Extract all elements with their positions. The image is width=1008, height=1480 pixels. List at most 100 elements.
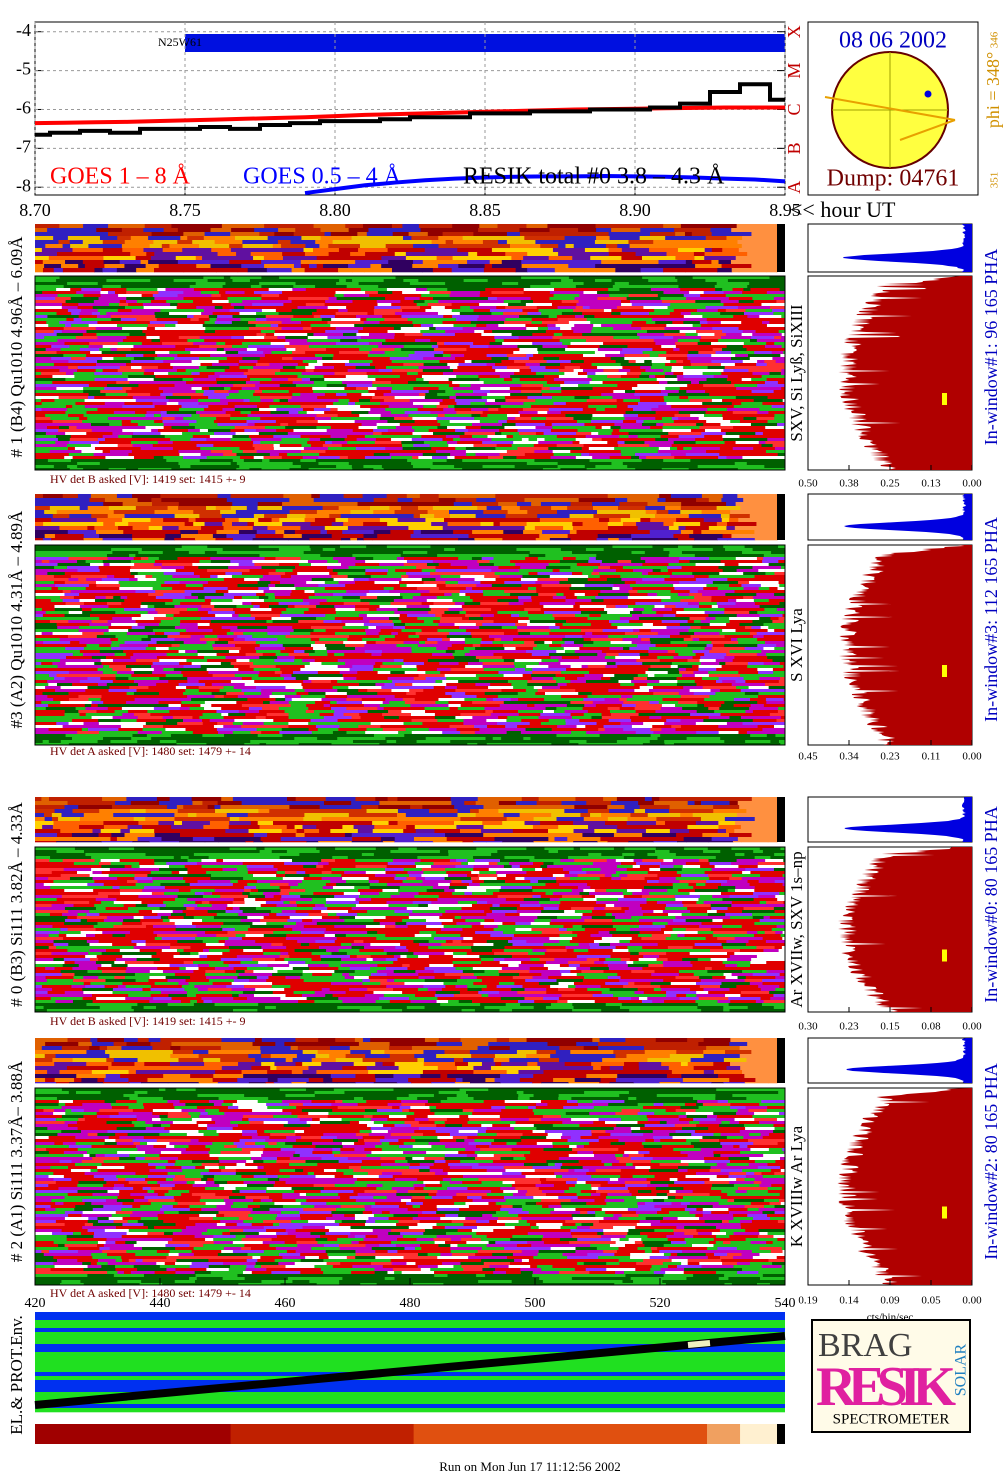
spectrum-cell [57, 563, 91, 567]
spectrum-cell [766, 291, 786, 295]
spectrum-cell [339, 545, 347, 549]
spectrum-cell [770, 617, 780, 621]
spectrum-cell [216, 417, 231, 421]
spectrum-cell [532, 342, 563, 346]
spectrum-cell [86, 354, 93, 358]
spectrum-cell [107, 453, 129, 457]
spectrum-cell [498, 240, 508, 245]
spectrum-cell [777, 587, 786, 591]
spectrum-cell [237, 626, 268, 630]
spectrum-cell [400, 306, 421, 310]
spectrum-cell [567, 345, 601, 349]
spectrum-cell [656, 423, 664, 427]
spectrum-cell [295, 587, 326, 591]
spectrum-cell [765, 441, 786, 445]
spectrum-cell [244, 291, 255, 295]
spectrum-cell [597, 653, 607, 657]
spectrum-cell [182, 378, 194, 382]
spectrum-cell [638, 414, 654, 418]
spectrum-cell [415, 288, 428, 292]
spectrum-cell [377, 303, 392, 307]
spectrum-cell [230, 248, 250, 253]
spectrum-cell [729, 620, 753, 624]
spectrum-cell [484, 575, 501, 579]
spectrum-cell [200, 447, 218, 451]
spectrum-cell [96, 228, 123, 233]
spectrum-cell [738, 563, 770, 567]
spectrum-cell [425, 518, 445, 523]
spectrum-cell [731, 534, 749, 539]
spectrum-cell [144, 224, 172, 229]
spectrum-cell [347, 638, 363, 642]
spectrum-cell [234, 236, 269, 241]
spectrum-cell [281, 327, 304, 331]
spectrum-cell [35, 363, 55, 367]
spectrum-cell [67, 447, 76, 451]
spectrum-cell [82, 333, 97, 337]
spectrum-cell [268, 288, 293, 292]
spectrum-cell [217, 635, 238, 639]
spectrum-cell [135, 545, 149, 549]
spectrum-cell [329, 514, 342, 519]
spectrum-cell [504, 647, 517, 651]
phi-bottom: 351 [989, 172, 1001, 189]
spectrum-cell [458, 557, 473, 561]
spectrum-cell [121, 244, 151, 249]
spectrum-cell [504, 288, 525, 292]
spectrum-cell [585, 545, 613, 549]
spectrum-cell [405, 256, 438, 261]
spectrum-cell [191, 252, 210, 257]
spectrum-cell [185, 650, 198, 654]
spectrum-cell [499, 453, 526, 457]
spectrum-cell [760, 626, 769, 630]
spectrum-cell [532, 381, 548, 385]
spectrum-cell [550, 456, 577, 460]
spectrum-cell [680, 506, 701, 511]
spectrum-cell [534, 435, 558, 439]
spectrum-cell [700, 620, 711, 624]
spectrum-cell [153, 414, 162, 418]
spectrum-cell [561, 300, 580, 304]
spectrum-cell [87, 526, 95, 531]
spectrum-cell [209, 623, 235, 627]
spectrum-cell [618, 444, 650, 448]
spectrum-cell [421, 294, 451, 298]
spectrum-cell [635, 566, 668, 570]
spectrum-cell [275, 530, 285, 535]
spectrum-cell [465, 611, 498, 615]
spectrum-cell [423, 276, 445, 280]
spectrum-cell [559, 399, 588, 403]
spectrum-cell [126, 593, 149, 597]
spectrum-cell [742, 551, 772, 555]
spectrum-cell [72, 522, 104, 527]
spectrum-cell [322, 506, 340, 511]
spectrum-cell [204, 330, 216, 334]
spectrum-cell [269, 393, 293, 397]
spectrum-cell [207, 659, 237, 663]
spectrum-cell [355, 557, 374, 561]
spectrum-cell [312, 387, 329, 391]
spectrum-cell [217, 315, 233, 319]
spectrum-cell [303, 248, 314, 253]
spectrum-cell [214, 330, 224, 334]
spectrum-cell [54, 581, 66, 585]
spectrum-cell [346, 393, 362, 397]
spectrum-cell [202, 256, 223, 261]
spectrum-cell [124, 514, 156, 519]
spectrum-cell [769, 276, 786, 280]
spectrum-cell [356, 333, 370, 337]
spectrum-cell [289, 468, 310, 471]
spectrum-cell [721, 336, 752, 340]
spectrum-cell [375, 626, 394, 630]
spectrum-cell [665, 363, 692, 367]
spectrum-cell [44, 264, 62, 269]
spectrum-cell [435, 578, 456, 582]
spectrum-cell [89, 575, 108, 579]
spectrum-cell [621, 248, 630, 253]
spectrum-cell [570, 342, 604, 346]
spectrum-cell [402, 309, 426, 313]
spectrum-cell [750, 288, 781, 292]
spectrum-cell [96, 232, 109, 237]
spectrum-cell [572, 462, 580, 466]
spectrum-cell [772, 333, 783, 337]
